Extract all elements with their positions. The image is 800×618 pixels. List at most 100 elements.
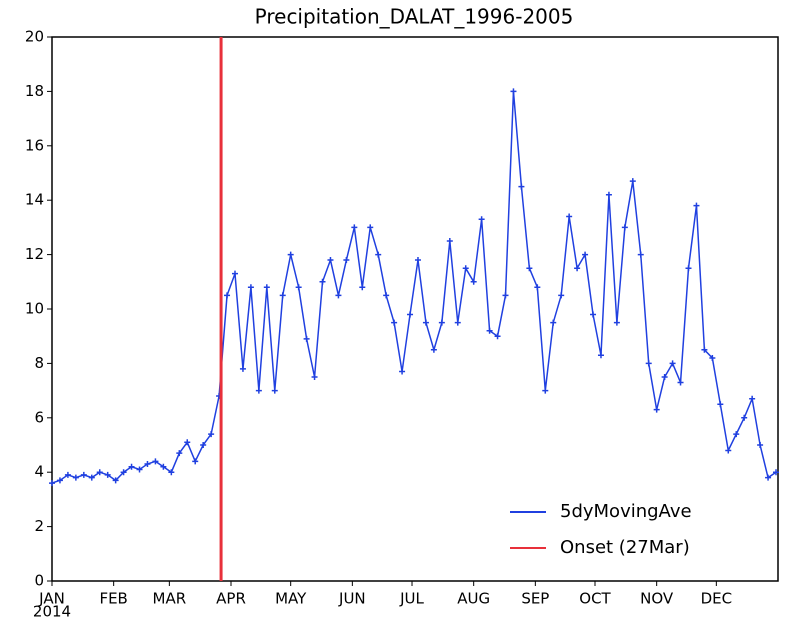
point-marker <box>49 480 55 487</box>
y-tick-label: 18 <box>25 82 44 100</box>
point-marker <box>104 471 111 478</box>
point-marker <box>343 257 350 264</box>
point-marker <box>701 346 708 353</box>
point-marker <box>208 431 215 438</box>
point-marker <box>192 458 199 465</box>
point-marker <box>335 292 342 299</box>
point-marker <box>152 458 159 465</box>
point-marker <box>263 284 270 291</box>
y-tick-label: 8 <box>34 354 44 372</box>
y-tick-label: 14 <box>25 191 44 209</box>
point-marker <box>566 213 573 220</box>
x-tick-label: AUG <box>457 590 490 608</box>
point-marker <box>200 442 207 448</box>
point-marker <box>510 88 517 95</box>
point-marker <box>351 224 358 231</box>
point-marker <box>582 251 589 258</box>
point-marker <box>717 401 724 408</box>
point-marker <box>542 387 549 394</box>
point-marker <box>757 442 764 448</box>
point-marker <box>176 450 183 457</box>
year-label: 2014 <box>33 603 71 618</box>
point-marker <box>319 278 326 285</box>
x-tick-label: FEB <box>99 590 127 608</box>
point-marker <box>56 477 63 484</box>
point-marker <box>88 474 95 481</box>
point-marker <box>574 265 581 272</box>
point-marker <box>613 319 620 326</box>
point-marker <box>773 469 780 476</box>
point-marker <box>446 238 453 244</box>
point-marker <box>645 360 652 367</box>
point-marker <box>367 224 374 231</box>
x-tick-label: OCT <box>579 590 611 608</box>
point-marker <box>144 461 151 468</box>
chart-title: Precipitation_DALAT_1996-2005 <box>255 5 574 29</box>
point-marker <box>518 183 525 190</box>
point-marker <box>239 365 246 372</box>
x-tick-label: APR <box>216 590 246 608</box>
point-marker <box>184 439 191 446</box>
plot-frame <box>51 36 779 582</box>
point-marker <box>391 319 398 326</box>
y-tick-label: 16 <box>25 136 44 154</box>
point-marker <box>709 354 716 361</box>
point-marker <box>287 251 294 258</box>
point-marker <box>279 292 286 299</box>
point-marker <box>597 352 604 359</box>
point-marker <box>80 471 87 478</box>
x-tick-label: JUL <box>399 590 424 608</box>
point-marker <box>725 447 732 454</box>
point-marker <box>693 202 700 209</box>
point-marker <box>733 431 740 438</box>
point-marker <box>112 477 119 484</box>
point-marker <box>271 387 278 394</box>
y-tick-label: 20 <box>25 28 44 46</box>
x-tick-label: MAY <box>275 590 307 608</box>
point-marker <box>120 469 127 476</box>
point-marker <box>160 463 167 470</box>
y-tick-label: 0 <box>34 572 44 590</box>
point-marker <box>637 251 644 258</box>
point-marker <box>375 251 382 258</box>
point-marker <box>359 284 366 291</box>
data-line <box>51 91 777 484</box>
point-marker <box>629 178 636 185</box>
legend-label: 5dyMovingAve <box>560 501 692 522</box>
y-tick-label: 4 <box>34 463 44 481</box>
x-tick-label: JAN <box>38 590 65 608</box>
point-marker <box>494 333 501 340</box>
point-marker <box>534 284 541 291</box>
point-marker <box>669 360 676 367</box>
point-marker <box>749 395 756 402</box>
point-marker <box>486 327 493 334</box>
point-marker <box>653 406 660 413</box>
point-marker <box>96 469 103 476</box>
point-marker <box>685 265 692 272</box>
x-tick-label: JUN <box>338 590 366 608</box>
point-marker <box>224 292 231 299</box>
x-tick-label: DEC <box>701 590 733 608</box>
point-marker <box>311 374 318 380</box>
point-marker <box>128 463 135 470</box>
point-marker <box>454 319 461 326</box>
point-marker <box>231 270 238 277</box>
point-marker <box>255 387 262 394</box>
point-marker <box>605 191 612 198</box>
point-marker <box>558 292 565 299</box>
x-tick-label: SEP <box>521 590 549 608</box>
point-marker <box>247 284 254 291</box>
point-marker <box>462 265 469 272</box>
point-marker <box>303 335 310 342</box>
x-tick-label: NOV <box>640 590 674 608</box>
point-marker <box>407 311 414 318</box>
y-tick-label: 10 <box>25 300 44 318</box>
point-marker <box>741 414 748 421</box>
point-marker <box>478 216 485 223</box>
point-marker <box>661 374 668 380</box>
x-tick-label: MAR <box>153 590 187 608</box>
point-marker <box>590 311 597 318</box>
point-marker <box>422 319 429 326</box>
point-marker <box>72 474 79 481</box>
y-tick-label: 2 <box>34 517 44 535</box>
